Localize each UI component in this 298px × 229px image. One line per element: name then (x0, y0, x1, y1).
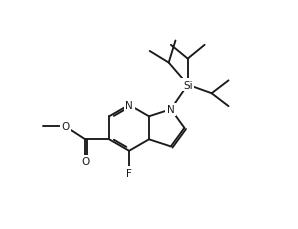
Text: N: N (167, 105, 175, 115)
Text: F: F (126, 168, 132, 178)
Text: N: N (125, 100, 133, 110)
Text: O: O (81, 157, 89, 167)
Text: O: O (61, 122, 69, 132)
Text: Si: Si (183, 80, 193, 90)
